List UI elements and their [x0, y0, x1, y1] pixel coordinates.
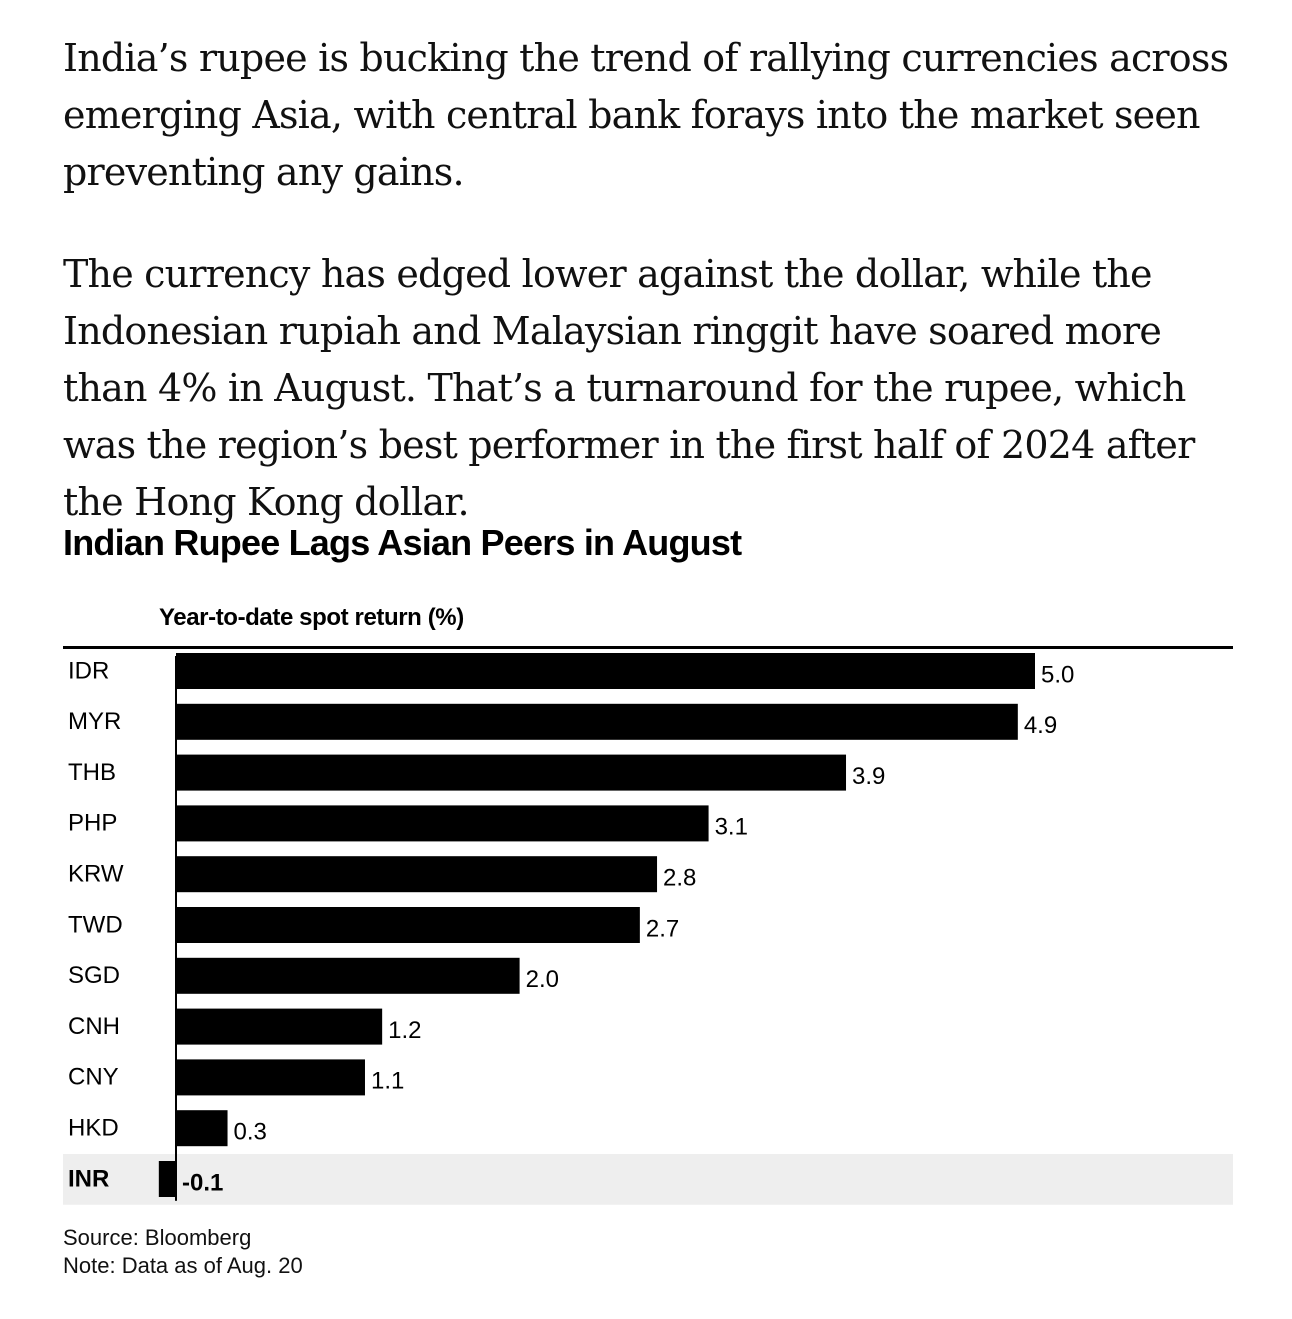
value-label-sgd: 2.0	[526, 966, 559, 993]
value-label-twd: 2.7	[646, 915, 679, 942]
chart-source: Source: Bloomberg	[63, 1225, 252, 1250]
category-label-twd: TWD	[68, 911, 123, 938]
chart-title: Indian Rupee Lags Asian Peers in August	[63, 522, 742, 563]
bar-krw	[176, 856, 658, 893]
value-label-php: 3.1	[715, 814, 748, 841]
bar-thb	[176, 754, 847, 791]
category-label-sgd: SGD	[68, 962, 120, 989]
category-label-idr: IDR	[68, 657, 109, 684]
value-label-hkd: 0.3	[234, 1119, 267, 1146]
category-label-myr: MYR	[68, 708, 121, 735]
chart-note: Note: Data as of Aug. 20	[63, 1253, 303, 1278]
category-label-hkd: HKD	[68, 1115, 119, 1142]
article-paragraph-2: The currency has edged lower against the…	[63, 252, 1195, 524]
bar-hkd	[176, 1110, 228, 1147]
bar-chart: IDR 5.0 MYR 4.9 THB 3.9 PHP 3.1 KRW 2.8 TWD 2.7 SGD 2…	[63, 646, 1233, 1205]
value-label-myr: 4.9	[1024, 712, 1057, 739]
value-label-idr: 5.0	[1041, 661, 1074, 688]
highlight-row-background	[63, 1154, 1233, 1205]
chart-footer: Source: Bloomberg Note: Data as of Aug. …	[63, 1224, 303, 1280]
category-label-php: PHP	[68, 810, 117, 837]
bar-cny	[176, 1059, 365, 1096]
bar-sgd	[176, 957, 520, 994]
value-label-krw: 2.8	[663, 865, 696, 892]
value-label-cny: 1.1	[371, 1068, 404, 1095]
bar-cnh	[176, 1008, 383, 1045]
category-label-krw: KRW	[68, 861, 124, 888]
chart-top-rule	[63, 646, 1233, 649]
bar-myr	[176, 703, 1018, 740]
value-label-cnh: 1.2	[388, 1017, 421, 1044]
bar-twd	[176, 907, 640, 943]
category-label-thb: THB	[68, 759, 116, 786]
chart-subtitle: Year-to-date spot return (%)	[159, 604, 464, 631]
bar-php	[176, 805, 709, 842]
category-label-inr: INR	[68, 1165, 109, 1192]
value-label-inr: -0.1	[182, 1169, 223, 1196]
article-paragraph-1: India’s rupee is bucking the trend of ra…	[63, 36, 1229, 194]
category-label-cnh: CNH	[68, 1013, 120, 1040]
value-label-thb: 3.9	[852, 763, 885, 790]
category-label-cny: CNY	[68, 1064, 119, 1091]
bar-idr	[176, 653, 1035, 689]
bar-inr	[158, 1161, 176, 1197]
article-body: India’s rupee is bucking the trend of ra…	[63, 30, 1243, 531]
